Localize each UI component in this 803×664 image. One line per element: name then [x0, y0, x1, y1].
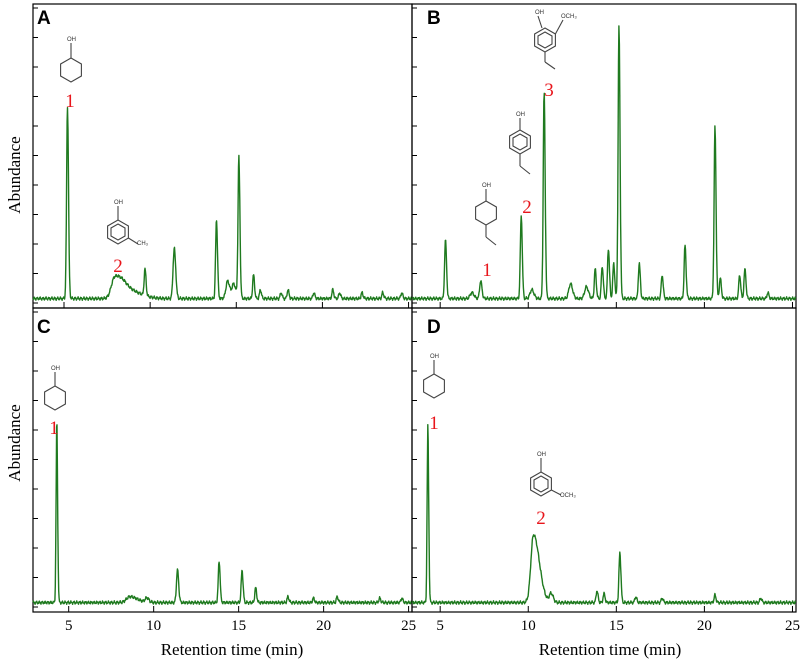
svg-text:OH: OH: [535, 10, 544, 16]
chromatogram-trace: [32, 424, 413, 605]
panel-frame: [32, 3, 413, 309]
svg-text:OCH₃: OCH₃: [560, 493, 576, 499]
x-tick-label: 10: [521, 618, 536, 634]
panel-b: [411, 3, 797, 309]
peak-label-a-2: 2: [113, 256, 123, 277]
svg-text:OH: OH: [516, 112, 525, 118]
svg-text:OH: OH: [430, 354, 439, 360]
panel-c: 5 10 15 20 25: [32, 307, 416, 634]
svg-text:OH: OH: [114, 200, 123, 206]
peak-label-b-3: 3: [544, 80, 554, 101]
x-tick-label: 15: [231, 618, 246, 634]
x-tick-label: 10: [146, 618, 161, 634]
x-tick-label: 25: [401, 618, 416, 634]
x-tick-label: 5: [65, 618, 73, 634]
panel-letter-c: C: [37, 317, 51, 338]
chromatogram-trace: [32, 107, 413, 301]
peak-label-a-1: 1: [65, 91, 75, 112]
peak-label-b-2: 2: [522, 197, 532, 218]
cyclohexanol-structure-icon: OH: [44, 366, 66, 411]
panel-frame: [32, 307, 413, 613]
x-tick-label: 15: [609, 618, 624, 634]
chromatogram-trace: [411, 424, 797, 605]
x-axis-title-right: Retention time (min): [539, 640, 682, 659]
y-axis-title-bottom: Abundance: [5, 404, 24, 481]
svg-text:CH₃: CH₃: [137, 241, 149, 247]
peak-label-c-1: 1: [49, 418, 59, 439]
peak-label-d-2: 2: [536, 508, 546, 529]
panel-d: 5 10 15 20 25: [411, 307, 800, 634]
svg-text:OH: OH: [482, 183, 491, 189]
x-tick-label: 20: [697, 618, 712, 634]
panel-letter-d: D: [427, 317, 441, 338]
svg-text:OCH₃: OCH₃: [561, 14, 577, 20]
svg-text:OH: OH: [51, 366, 60, 372]
svg-text:OH: OH: [537, 452, 546, 458]
x-tick-label: 20: [316, 618, 331, 634]
panel-a: [32, 3, 413, 309]
panel-frame: [411, 307, 797, 613]
panel-letter-a: A: [37, 8, 51, 29]
x-tick-label: 5: [436, 618, 444, 634]
ethylphenol-structure-icon: OH: [509, 112, 531, 175]
cyclohexanol-structure-icon: OH: [423, 354, 445, 399]
x-tick-label: 25: [785, 618, 800, 634]
peak-label-b-1: 1: [482, 260, 492, 281]
ethylguaiacol-structure-icon: OH OCH₃: [534, 10, 577, 70]
svg-text:OH: OH: [67, 37, 76, 43]
cyclohexanol-structure-icon: OH: [60, 37, 82, 83]
y-axis-title-top: Abundance: [5, 136, 24, 213]
panel-letter-b: B: [427, 8, 441, 29]
chromatogram-trace: [411, 25, 797, 301]
ethylcyclohexanol-structure-icon: OH: [475, 183, 497, 246]
methoxyphenol-structure-icon: OH OCH₃: [530, 452, 576, 499]
methylphenol-structure-icon: OH CH₃: [107, 200, 149, 247]
peak-label-d-1: 1: [429, 413, 439, 434]
panel-frame: [411, 3, 797, 309]
x-axis-title-left: Retention time (min): [161, 640, 304, 659]
